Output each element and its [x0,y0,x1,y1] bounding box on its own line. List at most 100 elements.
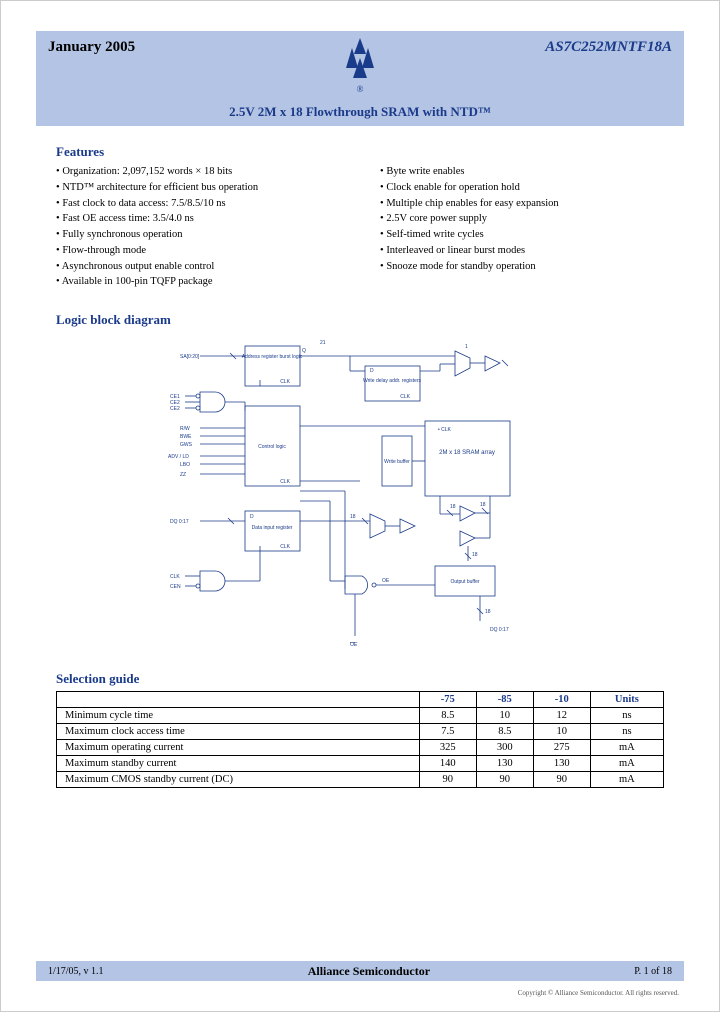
table-cell: 12 [533,708,590,724]
document-date: January 2005 [48,39,135,56]
footer-version: 1/17/05, v 1.1 [48,966,104,977]
svg-text:DQ 0:17: DQ 0:17 [170,519,189,525]
features-heading: Features [56,144,664,160]
selection-guide-table: -75 -85 -10 Units Minimum cycle time 8.5… [56,691,664,788]
row-label: Maximum standby current [57,756,420,772]
svg-text:Data input register: Data input register [252,525,293,531]
svg-text:CE2: CE2 [170,406,180,412]
footer-page: P. 1 of 18 [634,966,672,977]
features-columns: Organization: 2,097,152 words × 18 bits … [56,164,664,290]
svg-text:CLK: CLK [280,544,290,550]
part-number: AS7C252MNTF18A [545,39,672,56]
table-row: Maximum operating current 325 300 275 mA [57,740,664,756]
feature-item: Fast OE access time: 3.5/4.0 ns [56,211,340,227]
table-row: Maximum clock access time 7.5 8.5 10 ns [57,724,664,740]
feature-item: Self-timed write cycles [380,227,664,243]
table-cell: mA [590,740,663,756]
table-cell: 8.5 [476,724,533,740]
table-cell: 90 [533,772,590,788]
svg-text:Q: Q [302,348,306,354]
svg-text:D: D [370,368,374,374]
svg-text:CEN: CEN [170,584,181,590]
table-cell: 10 [476,708,533,724]
feature-item: Available in 100-pin TQFP package [56,274,340,290]
feature-item: NTD™ architecture for efficient bus oper… [56,180,340,196]
header-band: January 2005 AS7C252MNTF18A ® 2.5V 2M x … [36,31,684,126]
svg-text:CLK: CLK [280,379,290,385]
feature-item: Flow-through mode [56,243,340,259]
svg-text:18: 18 [350,514,356,520]
table-header: Units [590,692,663,708]
table-header: -85 [476,692,533,708]
datasheet-page: January 2005 AS7C252MNTF18A ® 2.5V 2M x … [0,0,720,1012]
svg-text:OE: OE [350,642,358,648]
diagram-heading: Logic block diagram [56,312,664,328]
feature-item: Clock enable for operation hold [380,180,664,196]
svg-text:SA[0:20]: SA[0:20] [180,354,200,360]
table-cell: 90 [419,772,476,788]
svg-text:LBO: LBO [180,462,190,468]
row-label: Maximum operating current [57,740,420,756]
document-subtitle: 2.5V 2M x 18 Flowthrough SRAM with NTD™ [36,104,684,120]
svg-text:R/W: R/W [180,426,190,432]
content-area: Features Organization: 2,097,152 words ×… [1,126,719,788]
svg-text:18: 18 [485,609,491,615]
svg-text:Output buffer: Output buffer [450,579,479,585]
table-cell: 7.5 [419,724,476,740]
svg-text:OE: OE [382,578,390,584]
svg-text:Address register burst logic: Address register burst logic [242,354,303,360]
feature-item: Interleaved or linear burst modes [380,243,664,259]
table-cell: ns [590,708,663,724]
svg-text:CLK: CLK [170,574,180,580]
table-cell: 130 [476,756,533,772]
table-cell: ns [590,724,663,740]
table-header-blank [57,692,420,708]
row-label: Maximum CMOS standby current (DC) [57,772,420,788]
table-cell: 90 [476,772,533,788]
svg-text:Write delay addr. registers: Write delay addr. registers [363,378,421,384]
svg-text:GWS: GWS [180,442,193,448]
feature-item: Fast clock to data access: 7.5/8.5/10 ns [56,196,340,212]
features-left-column: Organization: 2,097,152 words × 18 bits … [56,164,340,290]
table-header: -10 [533,692,590,708]
table-cell: 130 [533,756,590,772]
table-cell: 275 [533,740,590,756]
svg-text:D: D [250,514,254,520]
table-cell: mA [590,756,663,772]
features-right-column: Byte write enables Clock enable for oper… [380,164,664,290]
selection-guide-section: Selection guide -75 -85 -10 Units Minimu… [56,671,664,788]
table-cell: 10 [533,724,590,740]
footer-band: 1/17/05, v 1.1 Alliance Semiconductor P.… [36,961,684,981]
registered-mark: ® [357,84,364,94]
svg-text:• CLK: • CLK [438,427,452,433]
svg-text:1: 1 [465,344,468,350]
table-row: Maximum standby current 140 130 130 mA [57,756,664,772]
footer-company: Alliance Semiconductor [308,964,430,979]
feature-item: Multiple chip enables for easy expansion [380,196,664,212]
row-label: Minimum cycle time [57,708,420,724]
feature-item: Organization: 2,097,152 words × 18 bits [56,164,340,180]
feature-item: 2.5V core power supply [380,211,664,227]
svg-text:21: 21 [320,340,326,346]
feature-item: Snooze mode for standby operation [380,259,664,275]
table-cell: 325 [419,740,476,756]
svg-text:Write buffer: Write buffer [384,459,410,465]
company-logo: ® [338,36,382,102]
svg-text:Control logic: Control logic [258,444,286,450]
table-row: Maximum CMOS standby current (DC) 90 90 … [57,772,664,788]
svg-text:BWE: BWE [180,434,192,440]
table-cell: 140 [419,756,476,772]
selection-heading: Selection guide [56,671,664,687]
svg-text:CLK: CLK [400,394,410,400]
svg-text:CLK: CLK [280,479,290,485]
svg-text:ZZ: ZZ [180,472,186,478]
row-label: Maximum clock access time [57,724,420,740]
table-row: Minimum cycle time 8.5 10 12 ns [57,708,664,724]
logic-block-diagram: Address register burst logic CLK Q SA[0:… [150,336,570,656]
table-cell: 8.5 [419,708,476,724]
svg-text:2M x 18 SRAM array: 2M x 18 SRAM array [439,450,495,456]
feature-item: Fully synchronous operation [56,227,340,243]
feature-item: Asynchronous output enable control [56,259,340,275]
diagram-section: Logic block diagram Address register bur… [56,312,664,656]
table-header: -75 [419,692,476,708]
